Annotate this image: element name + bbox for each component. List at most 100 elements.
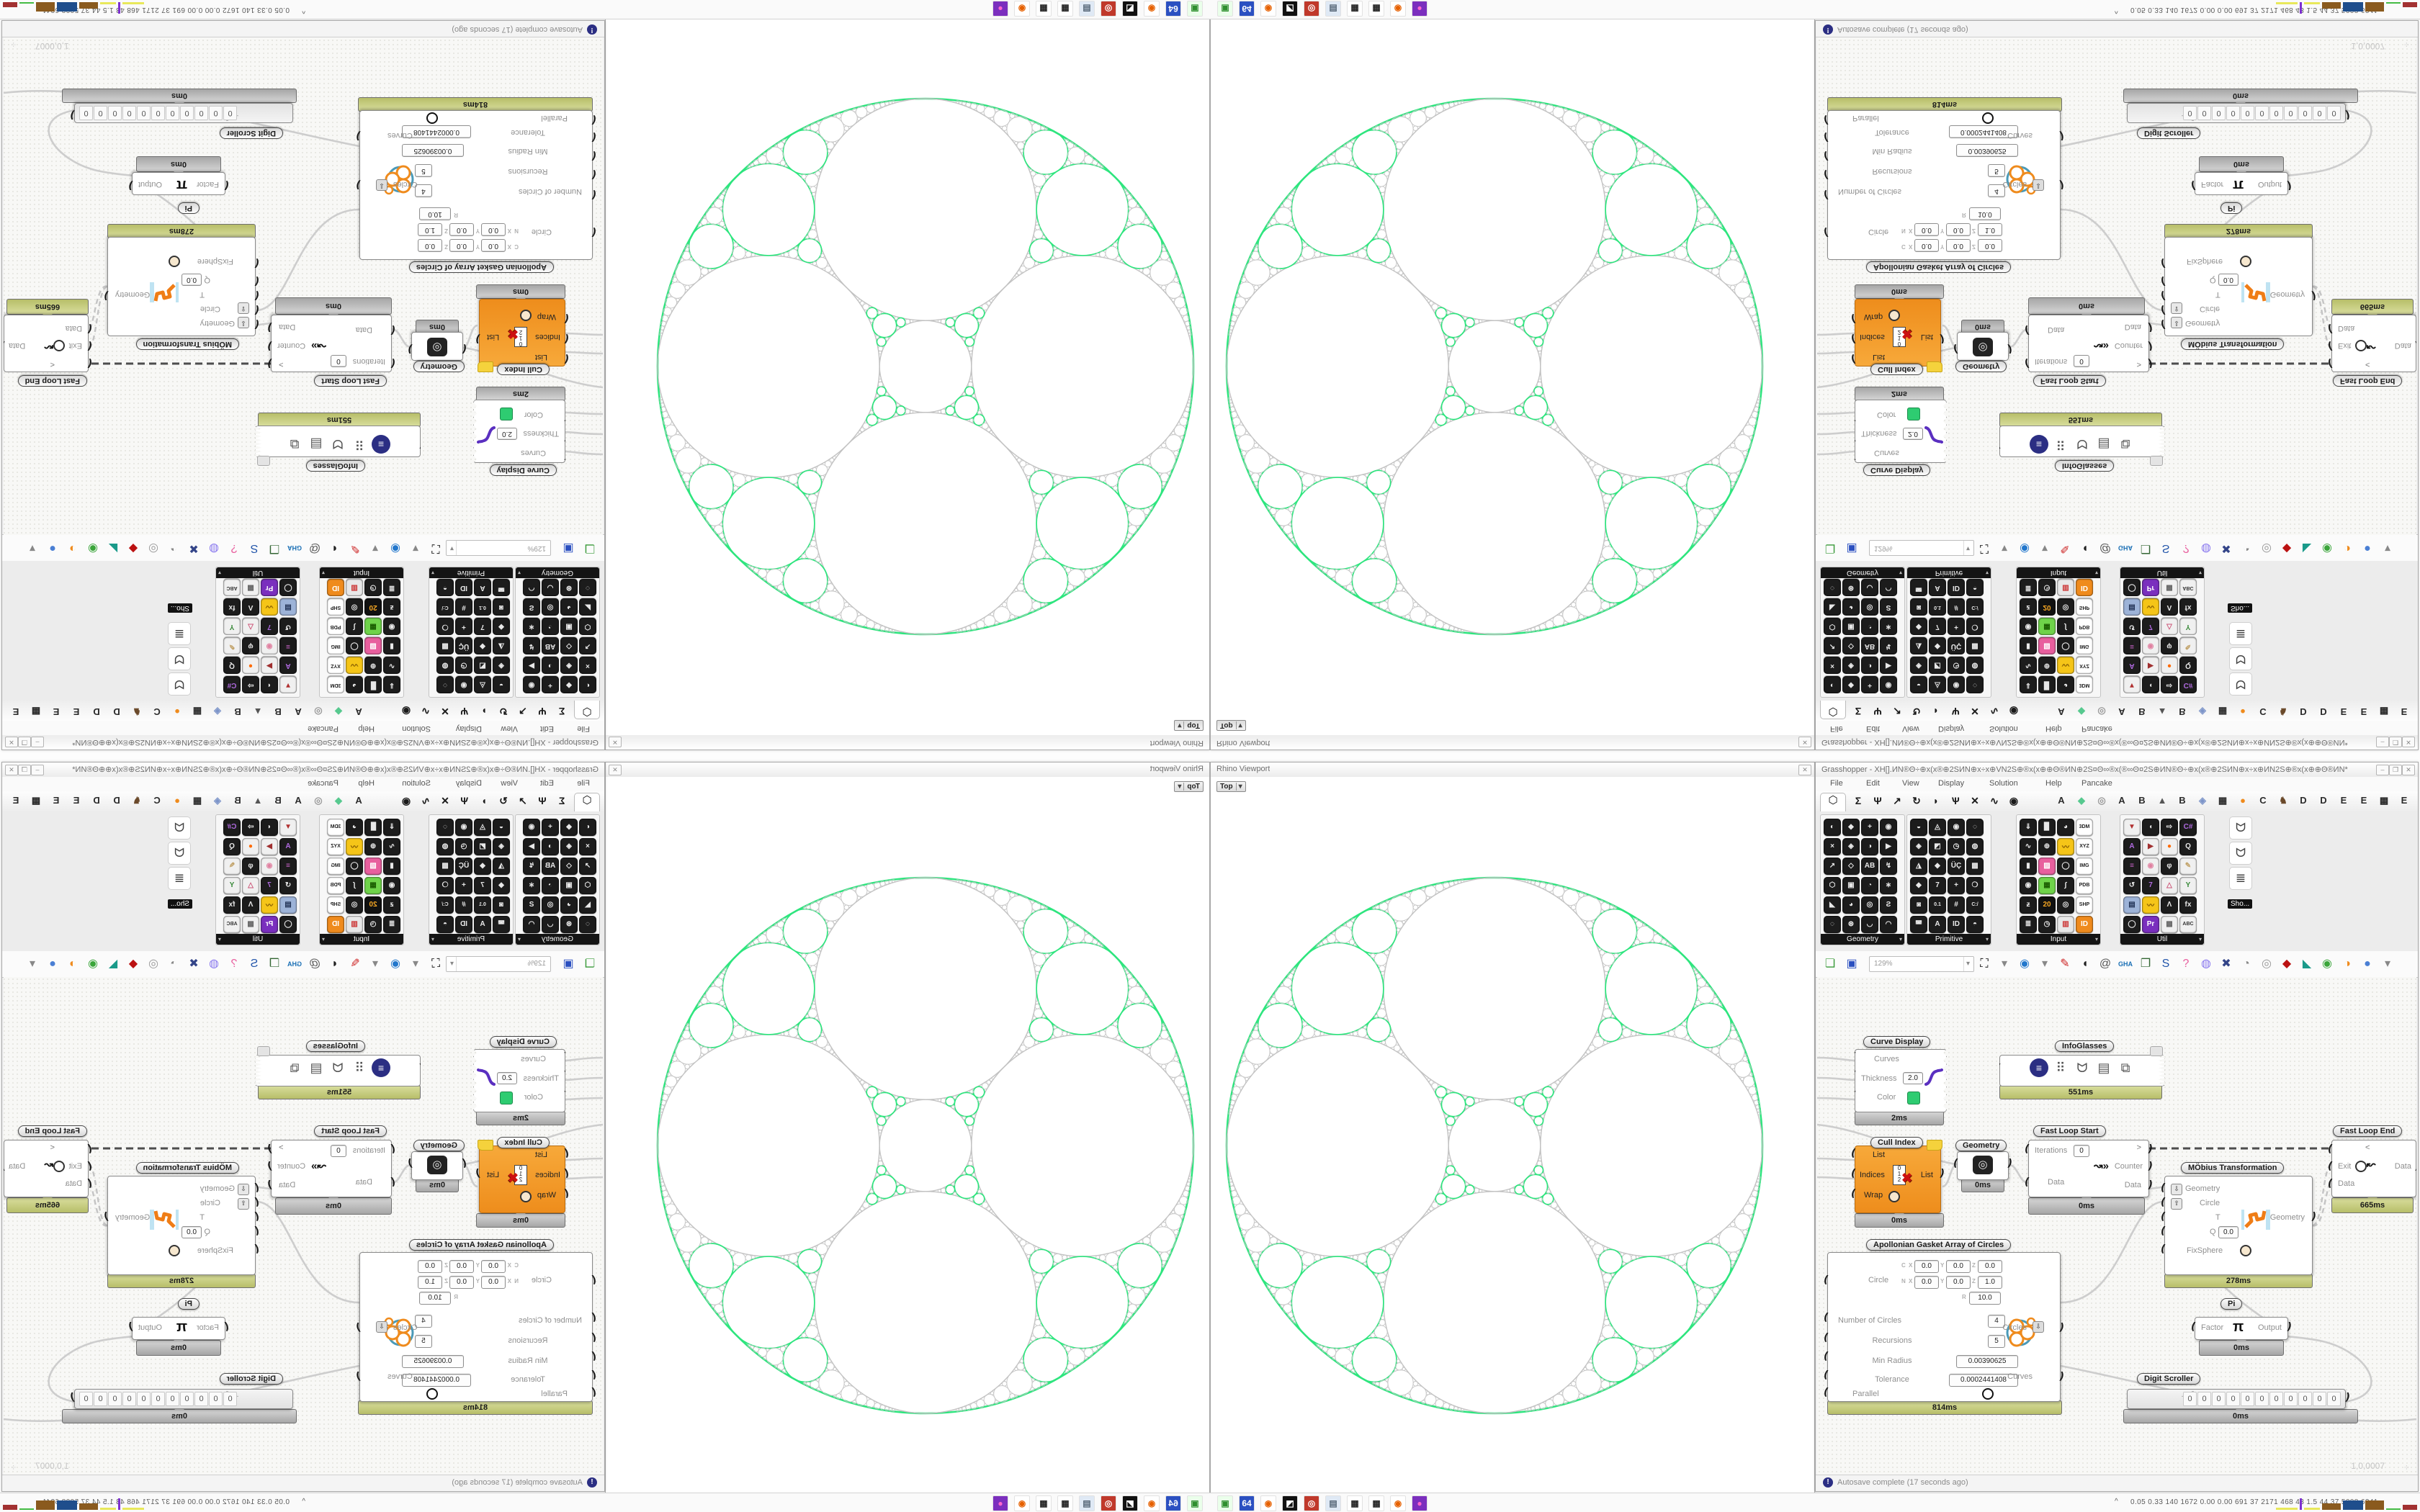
component-icon[interactable]: ◕	[1842, 598, 1860, 616]
port-data-in[interactable]: Data	[65, 1179, 82, 1188]
tab-addon-6[interactable]: B	[234, 706, 241, 717]
coord-value[interactable]: 0.0	[1946, 239, 1971, 252]
component-icon[interactable]: ◷	[1948, 837, 1965, 855]
debian-icon[interactable]: ◎	[1101, 1, 1116, 17]
port-t[interactable]: T	[200, 1213, 205, 1222]
node-label-fast-loop-end[interactable]: Fast Loop End	[2333, 375, 2403, 387]
digit-cell[interactable]: 0	[94, 106, 107, 120]
gha-recycle-icon[interactable]: GHA	[2118, 544, 2133, 552]
component-icon[interactable]: ◍	[436, 837, 454, 855]
digit-cell[interactable]: 0	[108, 1392, 122, 1406]
component-icon[interactable]: ⇨	[242, 818, 259, 836]
port-loop-out[interactable]: >	[2136, 360, 2141, 369]
port-q[interactable]: Q	[2210, 1228, 2216, 1236]
component-icon[interactable]: ◯	[2123, 579, 2141, 597]
component-icon[interactable]: ◈	[1910, 657, 1927, 675]
component-icon[interactable]: 0.1	[1929, 598, 1946, 616]
chevron-down-icon[interactable]: ▾	[2198, 936, 2202, 942]
tray-expand-icon[interactable]: ^	[2115, 6, 2118, 14]
port-indices[interactable]: Indices	[1860, 1171, 1885, 1179]
component-icon[interactable]: ↗	[579, 637, 596, 655]
component-icon[interactable]: ◡	[542, 579, 559, 597]
q-value[interactable]: 0.0	[182, 1226, 202, 1238]
component-icon[interactable]: ID	[1948, 915, 1965, 933]
node-label-pi[interactable]: Pi	[177, 202, 200, 214]
port-data-in[interactable]: Data	[2048, 1178, 2065, 1187]
port-circle[interactable]: Circle	[1868, 228, 1889, 236]
node-label-infoglasses[interactable]: InfoGlasses	[2055, 1040, 2115, 1052]
tab-addon-2[interactable]: ◎	[2097, 706, 2106, 717]
component-icon[interactable]: ◕	[560, 598, 578, 616]
component-icon[interactable]: ⇨	[242, 676, 259, 694]
component-icon[interactable]: ◉	[261, 857, 278, 875]
tab-addon-12[interactable]: D	[113, 795, 120, 806]
component-icon[interactable]: 7	[261, 618, 278, 636]
port-parallel[interactable]: Parallel	[541, 114, 568, 122]
help-pink-icon[interactable]: ?	[230, 958, 238, 970]
node-infoglasses[interactable]: (≡⠿ᗢ▤⧉	[1999, 1055, 2165, 1086]
component-icon[interactable]: ≡	[279, 857, 297, 875]
component-icon[interactable]: ◷	[1948, 657, 1965, 675]
port-parallel[interactable]: Parallel	[1852, 1390, 1879, 1398]
component-icon[interactable]: ▼	[279, 676, 297, 694]
component-icon[interactable]: ∗	[1880, 618, 1897, 636]
component-icon[interactable]: ◆	[1929, 857, 1946, 875]
port-color[interactable]: Color	[524, 410, 543, 419]
gem-icon[interactable]: ◆	[2282, 958, 2292, 970]
goggles-icon[interactable]: ᗢ	[2076, 1061, 2088, 1075]
menu-display[interactable]: Display	[1938, 779, 1965, 788]
component-icon[interactable]: ▩	[436, 637, 454, 655]
digit-cell[interactable]: 0	[223, 106, 237, 120]
digit-cell[interactable]: 0	[2241, 1392, 2254, 1406]
tab-addon-1[interactable]: ◆	[2078, 795, 2085, 806]
tab-addon-11[interactable]: ♞	[2279, 795, 2287, 806]
component-icon[interactable]: ↯	[523, 637, 540, 655]
thickness-value[interactable]: 2.0	[1903, 1072, 1923, 1084]
q-value[interactable]: 0.0	[2218, 274, 2238, 286]
digit-cell[interactable]: 0	[2327, 1392, 2341, 1406]
cone-teal-icon[interactable]: ◣	[108, 958, 118, 970]
component-icon[interactable]: ABC	[223, 915, 241, 933]
sticky-note-icon[interactable]	[1927, 1140, 1942, 1151]
sticky-note-icon[interactable]	[478, 361, 493, 372]
component-icon[interactable]: ◉	[1880, 818, 1897, 836]
component-icon[interactable]: 7	[1929, 618, 1946, 636]
node-pi[interactable]: Factor π Output ()	[2191, 172, 2292, 195]
notes-icon[interactable]: ▤	[1079, 1495, 1095, 1511]
chevron-down-icon[interactable]: ▾	[431, 570, 435, 576]
component-icon[interactable]: ▦	[2038, 876, 2056, 894]
component-icon[interactable]: IMG	[2076, 857, 2093, 875]
rhino-titlebar[interactable]: Rhino Viewport ✕	[606, 762, 1209, 778]
tab-addon-1[interactable]: ◆	[335, 706, 342, 717]
port-data-in[interactable]: Data	[355, 1178, 372, 1187]
component-icon[interactable]: ×	[1824, 837, 1841, 855]
digit-cell[interactable]: 0	[209, 106, 223, 120]
component-icon[interactable]: ◷	[2038, 579, 2056, 597]
port-data-out[interactable]: Data	[9, 1162, 26, 1171]
firefox-icon[interactable]: ◉	[1260, 1495, 1276, 1511]
node-label-mobius[interactable]: MÖbius Transformation	[2181, 1162, 2285, 1174]
component-icon[interactable]: 0.1	[474, 598, 491, 616]
component-icon[interactable]: ƶ	[383, 598, 400, 616]
sketch-pen-icon[interactable]: ✎	[350, 542, 360, 554]
component-icon[interactable]: ▨	[364, 637, 382, 655]
component-icon[interactable]: ID	[455, 579, 472, 597]
tab-addon-8[interactable]: ▦	[192, 706, 202, 717]
port-thickness[interactable]: Thickness	[523, 429, 559, 438]
port-fixsphere[interactable]: FixSphere	[2187, 257, 2223, 266]
node-label-fast-loop-end[interactable]: Fast Loop End	[17, 375, 87, 387]
fixsphere-toggle[interactable]	[2240, 1245, 2251, 1256]
component-icon[interactable]: ◕	[2057, 676, 2074, 694]
component-icon[interactable]: ◑	[1861, 657, 1878, 675]
node-label-cull-index[interactable]: Cull Index	[1870, 1137, 1923, 1148]
component-icon[interactable]: Λ	[242, 598, 259, 616]
zoom-extents-icon[interactable]: ⛶	[431, 542, 440, 554]
component-icon[interactable]: ÜÇ	[455, 637, 472, 655]
tab-addon-16[interactable]: ▩	[31, 706, 41, 717]
tab-addon-10[interactable]: C	[153, 706, 161, 717]
port-curves[interactable]: Curves	[1874, 1055, 1899, 1063]
firefox-icon[interactable]: ◉	[1260, 1, 1276, 17]
node-label-infoglasses[interactable]: InfoGlasses	[2055, 460, 2115, 472]
component-icon[interactable]: ◙	[1910, 598, 1927, 616]
component-icon[interactable]: ◓	[436, 579, 454, 597]
